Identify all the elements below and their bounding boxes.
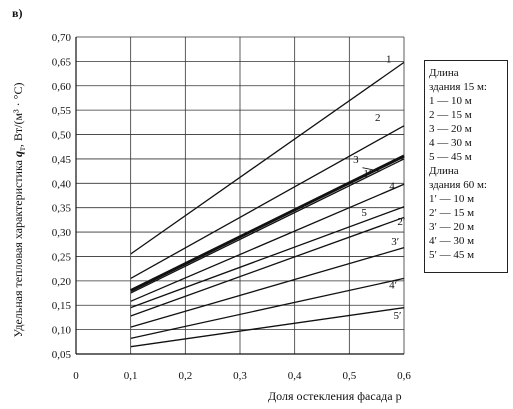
grid — [76, 36, 405, 355]
legend-entry: 3′ — 20 м — [429, 221, 475, 233]
legend-entry: 4 — 30 м — [429, 137, 472, 149]
x-tick-label: 0,4 — [288, 370, 302, 382]
x-tick-label: 0 — [73, 370, 79, 382]
legend-entry: 1 — 10 м — [429, 95, 472, 107]
curve-label: 1′ — [363, 168, 371, 180]
y-tick-label: 0,65 — [52, 56, 72, 68]
curve-label: 4′ — [389, 280, 397, 292]
legend-entry: 3 — 20 м — [429, 123, 472, 135]
legend-entry: 1′ — 10 м — [429, 193, 475, 205]
y-tick-label: 0,05 — [52, 349, 72, 361]
legend-entry: 2′ — 15 м — [429, 207, 475, 219]
legend-entry: здания 60 м: — [429, 179, 487, 191]
x-tick-label: 0,1 — [124, 370, 138, 382]
x-tick-label: 0,3 — [233, 370, 247, 382]
series-line-2p — [130, 216, 405, 317]
y-axis-label: Удельная тепловая характеристика qт, Вт/… — [10, 82, 28, 338]
curve-label: 2′ — [397, 216, 405, 228]
curve-label: 4 — [389, 181, 395, 193]
curve-label: 3 — [353, 154, 359, 166]
series-line-3p — [130, 247, 405, 328]
y-tick-label: 0,15 — [52, 300, 72, 312]
curve-label: 5′ — [393, 310, 401, 322]
y-tick-label: 0,45 — [52, 154, 72, 166]
legend-entry: 5 — 45 м — [429, 151, 472, 163]
y-tick-label: 0,70 — [52, 32, 72, 44]
series-line-5 — [130, 206, 405, 309]
y-tick-label: 0,30 — [52, 227, 72, 239]
x-tick-label: 0,6 — [397, 370, 411, 382]
legend-entry: Длина — [429, 67, 459, 79]
y-tick-label: 0,50 — [52, 130, 72, 142]
y-tick-label: 0,55 — [52, 105, 72, 117]
x-axis-label: Доля остекления фасада p — [268, 389, 402, 403]
label-leader — [362, 167, 380, 172]
legend-entry: Длина — [429, 165, 459, 177]
curve-label: 2 — [375, 112, 381, 124]
series-line-3 — [130, 154, 405, 292]
legend-entry: 4′ — 30 м — [429, 235, 475, 247]
curve-labels: 1 2 3 1′ 4 5 2′ 3′ 4′ 5′ — [353, 53, 405, 322]
y-tick-label: 0,25 — [52, 251, 72, 263]
series-line-4p — [130, 277, 405, 340]
y-tick-label: 0,60 — [52, 81, 72, 93]
y-tick-label: 0,20 — [52, 276, 72, 288]
y-tick-label: 0,40 — [52, 178, 72, 190]
series-line-2 — [130, 125, 405, 279]
axes — [75, 37, 404, 355]
series-line-1 — [130, 61, 405, 255]
panel-letter: в) — [12, 6, 23, 20]
curve-label: 3′ — [391, 236, 399, 248]
series-lines — [130, 61, 405, 348]
x-tick-label: 0,5 — [342, 370, 356, 382]
tick-labels: 0,050,100,150,200,250,300,350,400,450,50… — [52, 32, 412, 382]
legend-entry: 2 — 15 м — [429, 109, 472, 121]
curve-label: 5 — [361, 207, 367, 219]
legend-entry: здания 15 м: — [429, 81, 487, 93]
y-tick-label: 0,10 — [52, 325, 72, 337]
curve-label: 1 — [386, 53, 392, 65]
x-tick-label: 0,2 — [178, 370, 192, 382]
legend-entry: 5′ — 45 м — [429, 249, 475, 261]
series-line-5p — [130, 307, 405, 348]
y-tick-label: 0,35 — [52, 203, 72, 215]
series-line-1p — [130, 158, 405, 294]
series-line-4 — [130, 183, 405, 302]
legend: Длина здания 15 м: 1 — 10 м 2 — 15 м 3 — 20 … — [424, 60, 508, 273]
